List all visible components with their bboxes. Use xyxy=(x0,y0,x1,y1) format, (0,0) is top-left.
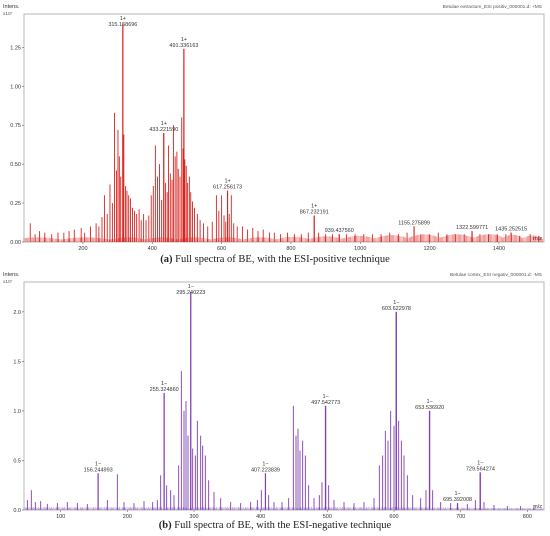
spectrum-panel-negative: Intens. x10⁷ Betulae cortex_ESI negativ_00… xyxy=(0,268,550,520)
x-tick-label: 800 xyxy=(286,246,295,252)
y-axis-title: Intens. xyxy=(3,4,20,10)
y-axis-title: Intens. xyxy=(3,272,20,278)
peak-charge-label: 1− xyxy=(262,461,268,467)
peak-mz-label: 433.221590 xyxy=(149,127,178,133)
peak-mz-label: 695.392008 xyxy=(443,497,472,503)
peak-mz-label: 617.256173 xyxy=(213,185,242,191)
caption-text: Full spectra of BE, with the ESI-positiv… xyxy=(175,254,390,265)
x-tick-label: 800 xyxy=(523,514,532,520)
peak-mz-label: 295.240223 xyxy=(176,290,205,296)
x-tick-label: 300 xyxy=(189,514,198,520)
x-tick-label: 1200 xyxy=(423,246,435,252)
plot-frame xyxy=(23,13,545,243)
y-tick-label: 0.25 xyxy=(10,201,21,207)
peak-charge-label: 1+ xyxy=(181,37,187,43)
peak-mz-label: 315.158696 xyxy=(108,22,137,28)
plot-frame xyxy=(23,281,545,511)
peak-mz-label: 156.244993 xyxy=(84,467,113,473)
y-tick-label: 0.00 xyxy=(10,240,21,246)
spectrum-chart-positive: Intens.x10⁷ Betulae extractum_ESI positiv… xyxy=(3,4,545,252)
caption-text: Full spectra of BE, with the ESI-negativ… xyxy=(174,520,392,531)
y-tick-label: 1.00 xyxy=(10,84,21,90)
peak-charge-label: 1− xyxy=(323,394,329,400)
x-axis-title: m/z xyxy=(533,236,542,242)
peak-mz-label: 497.542773 xyxy=(311,400,340,406)
peak-mz-label: 407.223839 xyxy=(251,467,280,473)
y-tick-label: 0.75 xyxy=(10,123,21,129)
peak-charge-label: 1− xyxy=(393,300,399,306)
x-tick-label: 600 xyxy=(217,246,226,252)
peak-charge-label: 1− xyxy=(95,461,101,467)
x-tick-label: 500 xyxy=(323,514,332,520)
x-tick-label: 1400 xyxy=(493,246,505,252)
y-axis-exponent: x10⁷ xyxy=(3,279,13,285)
file-label: Betulae extractum_ESI positiv_000001.d: … xyxy=(443,4,542,10)
peak-mz-label: 1435.252515 xyxy=(495,227,527,233)
spectrum-panel-positive: Intens. x10⁷ Betulae extractum_ESI positiv… xyxy=(0,0,550,252)
peak-charge-label: 1− xyxy=(188,284,194,290)
y-tick-label: 1.25 xyxy=(10,45,21,51)
peak-mz-label: 939.437560 xyxy=(325,228,354,234)
x-tick-label: 100 xyxy=(56,514,65,520)
peak-charge-label: 1− xyxy=(427,399,433,405)
peak-charge-label: 1+ xyxy=(224,179,230,185)
x-tick-label: 600 xyxy=(389,514,398,520)
file-label: Betulae cortex_ESI negativ_000001.d: -MS xyxy=(450,272,542,278)
y-tick-label: 2.0 xyxy=(13,310,21,316)
peak-charge-label: 1+ xyxy=(120,16,126,22)
caption-label: (b) xyxy=(158,520,172,531)
x-tick-label: 200 xyxy=(123,514,132,520)
caption-positive: (a) Full spectra of BE, with the ESI-pos… xyxy=(0,254,550,265)
peak-mz-label: 653.536920 xyxy=(415,405,444,411)
peak-mz-label: 1322.599771 xyxy=(456,225,488,231)
y-tick-label: 0.5 xyxy=(13,458,21,464)
y-tick-label: 1.5 xyxy=(13,359,21,365)
peak-charge-label: 1− xyxy=(454,491,460,497)
x-tick-label: 700 xyxy=(456,514,465,520)
peak-charge-label: 1− xyxy=(477,460,483,466)
spectrum-chart-negative: Intens.x10⁷ Betulae cortex_ESI negativ_00… xyxy=(3,272,545,520)
caption-negative: (b) Full spectra of BE, with the ESI-neg… xyxy=(0,520,550,531)
y-axis-exponent: x10⁷ xyxy=(3,11,13,17)
x-tick-label: 400 xyxy=(148,246,157,252)
x-axis-title: m/z xyxy=(533,504,542,510)
peak-charge-label: 1+ xyxy=(311,204,317,210)
y-tick-label: 1.0 xyxy=(13,409,21,415)
caption-label: (a) xyxy=(160,254,173,265)
peak-mz-label: 603.622978 xyxy=(382,306,411,312)
peak-mz-label: 1155.275899 xyxy=(398,220,430,226)
x-tick-label: 200 xyxy=(78,246,87,252)
peak-mz-label: 491.336163 xyxy=(169,43,198,49)
peak-charge-label: 1− xyxy=(161,381,167,387)
y-tick-label: 0.50 xyxy=(10,162,21,168)
x-tick-label: 400 xyxy=(256,514,265,520)
peak-mz-label: 255.324860 xyxy=(150,387,179,393)
y-tick-label: 0.0 xyxy=(13,508,21,514)
peak-charge-label: 1+ xyxy=(161,121,167,127)
x-tick-label: 1000 xyxy=(354,246,366,252)
peak-mz-label: 867.232191 xyxy=(300,210,329,216)
peak-mz-label: 729.564274 xyxy=(466,466,495,472)
